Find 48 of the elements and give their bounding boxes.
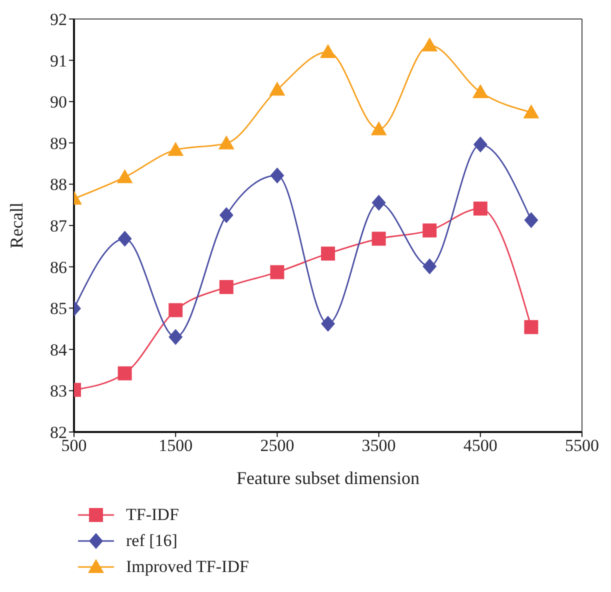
point — [473, 136, 488, 153]
x-axis-title: Feature subset dimension — [236, 468, 420, 488]
point — [219, 280, 234, 294]
point — [523, 104, 540, 118]
point — [168, 142, 184, 156]
y-tick-label: 86 — [50, 258, 67, 277]
point — [118, 230, 132, 247]
x-tick-label: 3500 — [362, 436, 396, 456]
y-tick-label: 92 — [50, 10, 67, 30]
point — [168, 329, 183, 346]
x-tick-label: 500 — [61, 436, 87, 456]
point — [321, 246, 335, 261]
legend-label: TF-IDF — [126, 505, 179, 525]
x-tick-label: 2500 — [260, 436, 294, 456]
point — [269, 82, 286, 96]
y-tick-label: 87 — [50, 216, 68, 236]
point — [270, 265, 284, 280]
point — [320, 44, 336, 58]
y-tick-label: 88 — [50, 175, 67, 194]
y-tick-label: 89 — [50, 134, 67, 153]
point — [168, 303, 183, 318]
y-tick-label: 85 — [50, 299, 67, 318]
y-tick-label: 83 — [50, 382, 67, 401]
y-tick-label: 90 — [50, 92, 67, 112]
point — [218, 135, 234, 150]
legend-label: ref [16] — [126, 531, 178, 551]
point — [473, 202, 488, 216]
point — [270, 168, 284, 184]
point — [422, 223, 437, 238]
point — [422, 258, 437, 274]
x-tick-label: 4500 — [463, 436, 498, 456]
point — [524, 320, 538, 334]
point — [116, 169, 133, 184]
x-tick-label: 1500 — [158, 436, 193, 456]
point — [372, 232, 386, 246]
point — [219, 207, 234, 224]
point — [472, 84, 488, 98]
point — [422, 37, 438, 52]
y-axis-title: Recall — [6, 202, 26, 248]
point — [370, 121, 387, 136]
y-tick-label: 91 — [50, 51, 67, 70]
point — [524, 212, 538, 228]
x-tick-label: 5500 — [565, 436, 599, 456]
point — [372, 194, 386, 211]
point — [118, 366, 132, 380]
y-tick-label: 84 — [50, 340, 68, 360]
point — [321, 316, 335, 332]
legend-label: Improved TF-IDF — [126, 557, 249, 577]
